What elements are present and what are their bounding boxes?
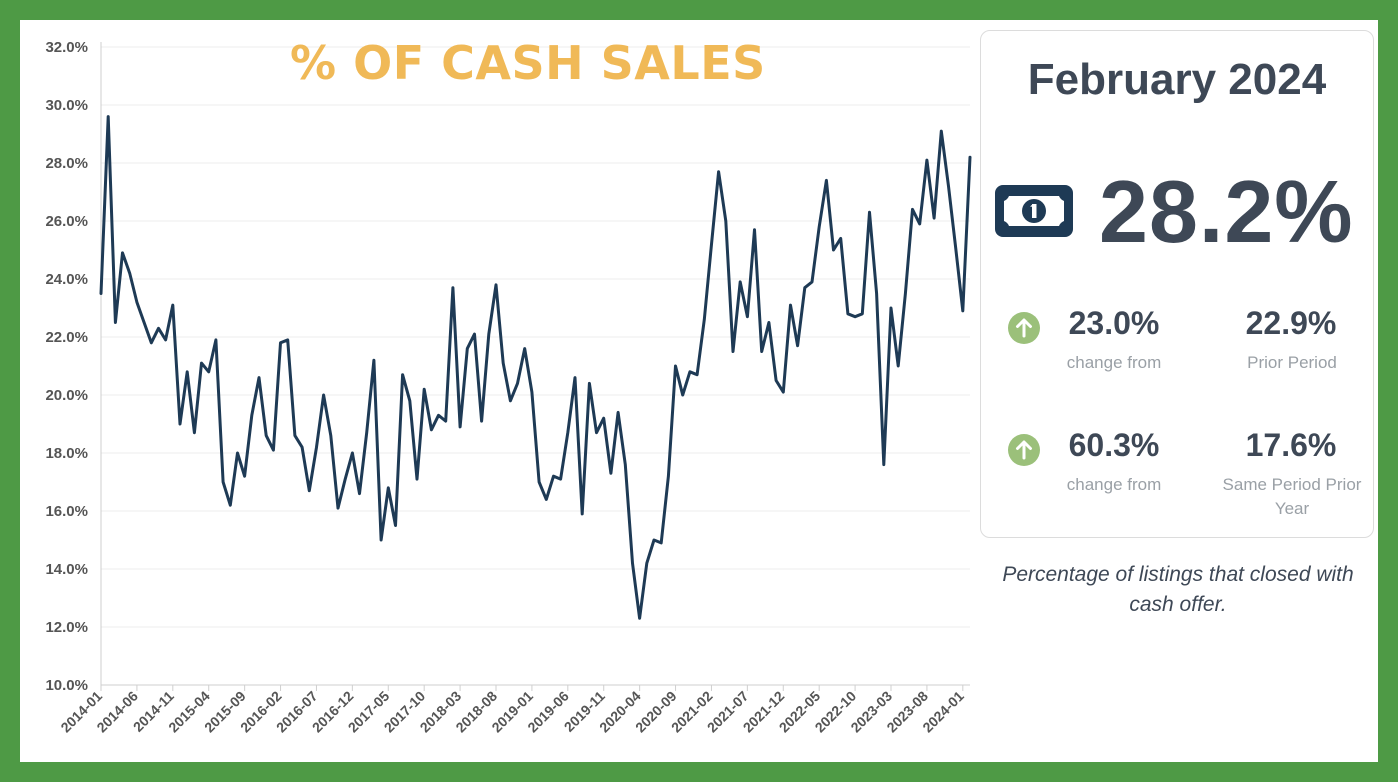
y-tick-label: 32.0%: [45, 39, 88, 56]
y-tick-label: 16.0%: [45, 503, 88, 520]
current-value: 28.2%: [1099, 162, 1354, 261]
y-tick-label: 14.0%: [45, 561, 88, 578]
reference-value: 17.6%: [1245, 427, 1337, 463]
chart-description: Percentage of listings that closed with …: [1002, 563, 1354, 616]
arrow-up-circle-icon: [1008, 434, 1040, 466]
arrow-up-circle-icon: [1008, 312, 1040, 344]
reference-value: 22.9%: [1245, 305, 1337, 341]
y-tick-label: 28.0%: [45, 155, 88, 172]
change-label: change from: [1066, 475, 1162, 494]
period-label: February 2024: [1027, 55, 1327, 104]
dollar-bill-icon: [995, 185, 1073, 237]
chart-title: % OF CASH SALES: [290, 36, 766, 90]
y-tick-label: 26.0%: [45, 213, 88, 230]
y-tick-label: 10.0%: [45, 677, 88, 694]
y-tick-label: 24.0%: [45, 271, 88, 288]
stats-card: February 2024 28.2% 23.0% change from 22…: [980, 30, 1374, 538]
y-tick-label: 12.0%: [45, 619, 88, 636]
series-line-cash-sales: [99, 115, 972, 620]
y-tick-label: 18.0%: [45, 445, 88, 462]
change-label: change from: [1066, 353, 1162, 372]
y-tick-label: 20.0%: [45, 387, 88, 404]
dashboard-frame: 10.0% 12.0% 14.0% 16.0% 18.0% 20.0% 22.0% 24.0%…: [20, 20, 1378, 762]
y-tick-label: 22.0%: [45, 329, 88, 346]
y-tick-label: 30.0%: [45, 97, 88, 114]
line-chart: 10.0% 12.0% 14.0% 16.0% 18.0% 20.0% 22.0% 24.0%…: [45, 39, 972, 735]
reference-label: Same Period Prior Year: [1222, 475, 1362, 518]
reference-label: Prior Period: [1247, 353, 1337, 372]
change-percent: 23.0%: [1068, 305, 1160, 341]
change-percent: 60.3%: [1068, 427, 1160, 463]
